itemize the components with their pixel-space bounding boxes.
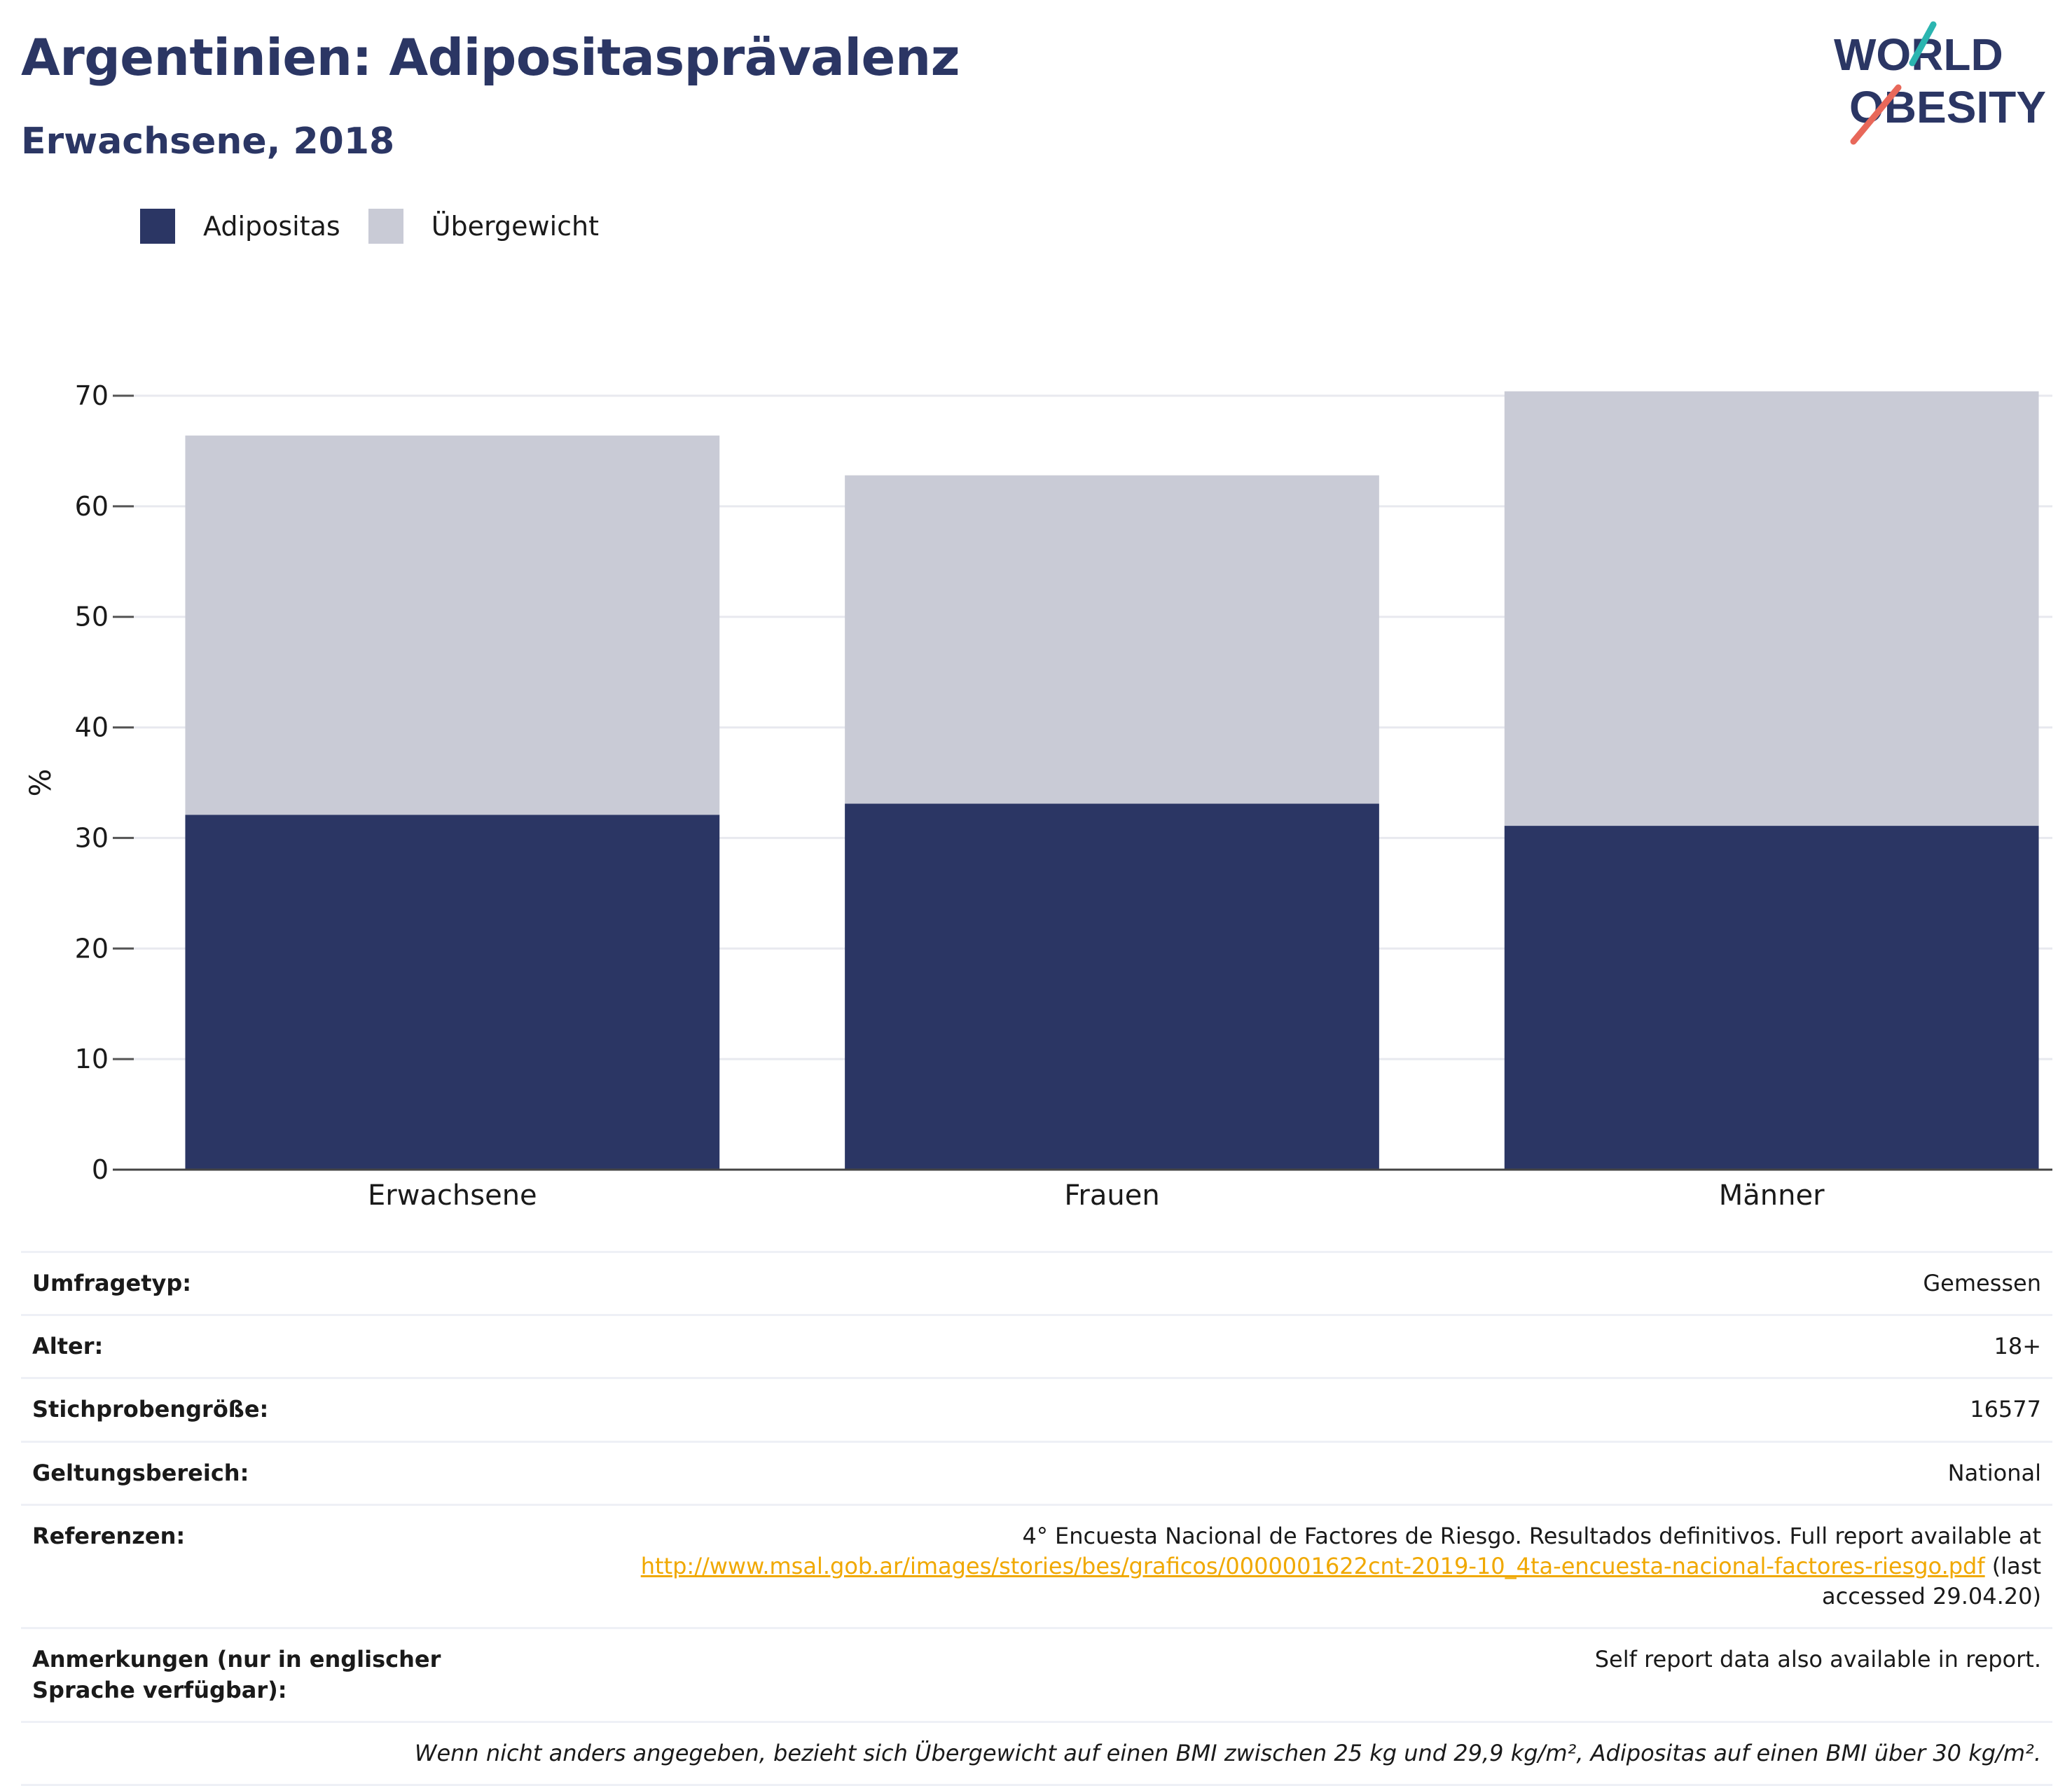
- info-row-age: Alter: 18+: [21, 1314, 2052, 1378]
- world-obesity-logo: WORLD OBESITY: [1834, 21, 2046, 145]
- info-label: Stichprobengröße:: [21, 1377, 548, 1442]
- y-tick-label: 20: [75, 933, 109, 964]
- references-accessed: (last accessed 29.04.20): [1822, 1552, 2041, 1610]
- y-tick-label: 0: [92, 1154, 109, 1185]
- info-label: Umfragetyp:: [21, 1250, 548, 1315]
- info-row-footnote: Wenn nicht anders angegeben, bezieht sic…: [21, 1720, 2052, 1786]
- x-tick-label: Frauen: [1064, 1179, 1159, 1212]
- logo-slash-teal: [1909, 21, 1937, 67]
- info-label: Geltungsbereich:: [21, 1440, 548, 1505]
- info-value: 16577: [548, 1377, 2052, 1442]
- page-subtitle: Erwachsene, 2018: [21, 120, 395, 162]
- y-tick-label: 40: [75, 712, 109, 743]
- bar-adipositas-0: [185, 815, 720, 1170]
- survey-info-table: Umfragetyp: Gemessen Alter: 18+ Stichpro…: [21, 1250, 2052, 1786]
- bar-adipositas-2: [1504, 826, 2039, 1170]
- references-link[interactable]: http://www.msal.gob.ar/images/stories/be…: [640, 1552, 1985, 1579]
- info-value: 18+: [548, 1314, 2052, 1378]
- x-tick-label: Erwachsene: [368, 1179, 537, 1212]
- footnote: Wenn nicht anders angegeben, bezieht sic…: [21, 1720, 2052, 1786]
- references-value: 4° Encuesta Nacional de Factores de Ries…: [548, 1503, 2052, 1628]
- bar-uebergewicht-1: [845, 475, 1379, 804]
- y-tick-label: 60: [75, 491, 109, 522]
- references-text: 4° Encuesta Nacional de Factores de Ries…: [1022, 1522, 2041, 1549]
- legend-item-uebergewicht[interactable]: Übergewicht: [368, 209, 599, 244]
- info-label: Referenzen:: [21, 1503, 548, 1628]
- page-title: Argentinien: Adipositasprävalenz: [21, 28, 960, 87]
- y-tick-label: 70: [75, 380, 109, 411]
- y-tick-label: 10: [75, 1044, 109, 1074]
- info-row-references: Referenzen: 4° Encuesta Nacional de Fact…: [21, 1503, 2052, 1628]
- x-tick-label: Männer: [1719, 1179, 1825, 1212]
- info-row-sample-size: Stichprobengröße: 16577: [21, 1377, 2052, 1442]
- info-label: Alter:: [21, 1314, 548, 1378]
- info-row-coverage: Geltungsbereich: National: [21, 1440, 2052, 1505]
- stacked-bar-chart: 0 10 20 30 40 50 60 70% Erwachsene Frauen Männer: [23, 380, 2052, 1212]
- logo-slash-red: [1850, 84, 1902, 145]
- bar-uebergewicht-2: [1504, 391, 2039, 826]
- legend-item-adipositas[interactable]: Adipositas: [140, 209, 340, 244]
- info-value: National: [548, 1440, 2052, 1505]
- y-tick-label: 50: [75, 602, 109, 632]
- bar-adipositas-1: [845, 803, 1379, 1170]
- info-value: Gemessen: [548, 1250, 2052, 1315]
- legend-swatch-adipositas: [140, 209, 175, 244]
- info-row-notes: Anmerkungen (nur in englischer Sprache v…: [21, 1627, 2052, 1722]
- chart-legend: Adipositas Übergewicht: [140, 209, 627, 244]
- y-tick-label: 30: [75, 822, 109, 853]
- legend-swatch-uebergewicht: [368, 209, 403, 244]
- legend-label-adipositas: Adipositas: [203, 211, 340, 242]
- info-row-survey-type: Umfragetyp: Gemessen: [21, 1250, 2052, 1315]
- bar-uebergewicht-0: [185, 435, 720, 815]
- info-label: Anmerkungen (nur in englischer Sprache v…: [21, 1627, 548, 1722]
- info-value: Self report data also available in repor…: [548, 1627, 2052, 1722]
- legend-label-uebergewicht: Übergewicht: [431, 211, 599, 242]
- y-axis-label: %: [23, 769, 57, 797]
